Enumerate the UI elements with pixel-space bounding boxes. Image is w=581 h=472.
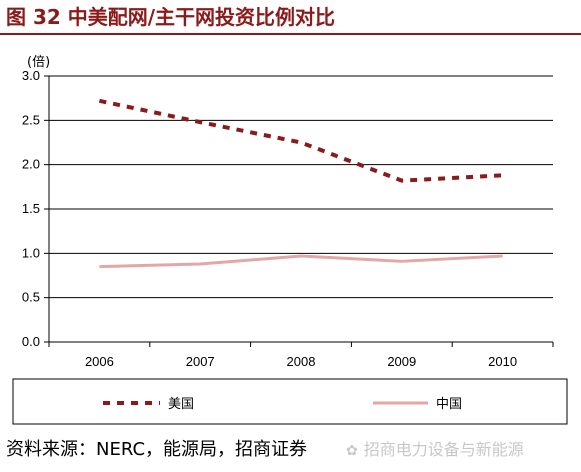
x-tick-label: 2010	[488, 354, 517, 369]
x-tick-label: 2006	[85, 354, 114, 369]
y-tick-label: 2.0	[22, 157, 40, 172]
series-line-us	[98, 98, 503, 183]
figure-title: 图 32 中美配网/主干网投资比例对比	[6, 5, 336, 29]
y-tick-label: 0.0	[22, 334, 40, 349]
legend-box	[12, 378, 568, 425]
source-note: 资料来源：NERC，能源局，招商证券	[6, 439, 308, 460]
y-unit-label: (倍)	[27, 55, 50, 70]
x-tick-label: 2009	[387, 354, 416, 369]
series-line-china	[99, 254, 503, 269]
y-tick-label: 2.5	[22, 112, 40, 127]
legend-label-us: 美国	[168, 397, 194, 412]
watermark-text: 招商电力设备与新能源	[363, 440, 524, 459]
y-tick-label: 0.5	[22, 290, 40, 305]
y-tick-label: 3.0	[22, 68, 40, 83]
y-tick-label: 1.0	[22, 245, 40, 260]
wechat-icon: ✿	[346, 443, 358, 459]
title-divider	[0, 33, 581, 35]
x-tick-label: 2008	[287, 354, 316, 369]
x-tick-label: 2007	[186, 354, 215, 369]
watermark: ✿ 招商电力设备与新能源	[346, 437, 524, 463]
legend-label-china: 中国	[436, 397, 462, 412]
y-tick-label: 1.5	[22, 201, 40, 216]
